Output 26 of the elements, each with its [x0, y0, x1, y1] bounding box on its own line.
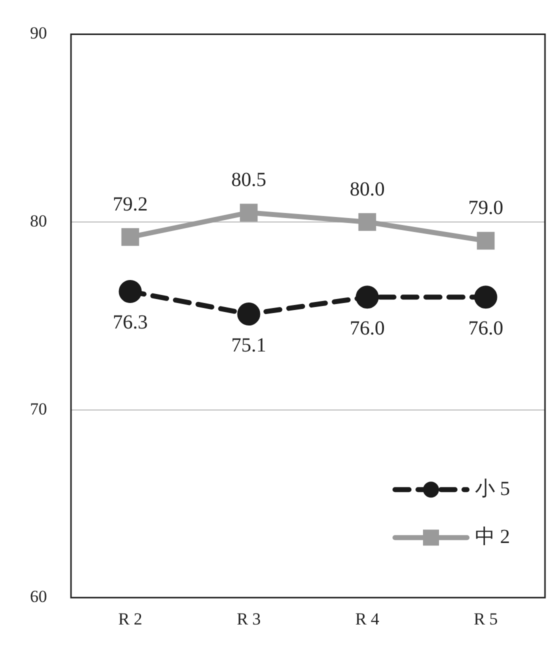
point: [356, 286, 379, 309]
point: [121, 228, 140, 246]
x-tick-label: R 3: [236, 609, 261, 628]
point: [474, 286, 498, 309]
data-label: 80.0: [350, 178, 385, 200]
point: [240, 204, 258, 222]
data-label: 80.5: [231, 168, 266, 191]
x-tick-label: R 4: [355, 609, 380, 628]
y-tick-label: 90: [30, 24, 47, 43]
data-label: 76.3: [112, 312, 148, 334]
y-tick-label: 80: [30, 211, 47, 230]
point: [476, 232, 495, 250]
legend-label: 小 5: [475, 478, 510, 500]
y-tick-label: 70: [30, 399, 47, 418]
data-label: 79.0: [468, 197, 504, 220]
data-label: 76.0: [350, 317, 385, 340]
x-tick-label: R 2: [118, 609, 142, 628]
data-label: 75.1: [231, 334, 266, 356]
data-label: 76.0: [468, 317, 504, 340]
point: [358, 213, 376, 231]
data-label: 79.2: [112, 193, 148, 216]
legend-label: 中 2: [475, 526, 510, 548]
x-tick-label: R 5: [474, 609, 498, 628]
y-tick-label: 60: [30, 587, 47, 606]
point: [118, 280, 142, 303]
point: [237, 302, 260, 326]
